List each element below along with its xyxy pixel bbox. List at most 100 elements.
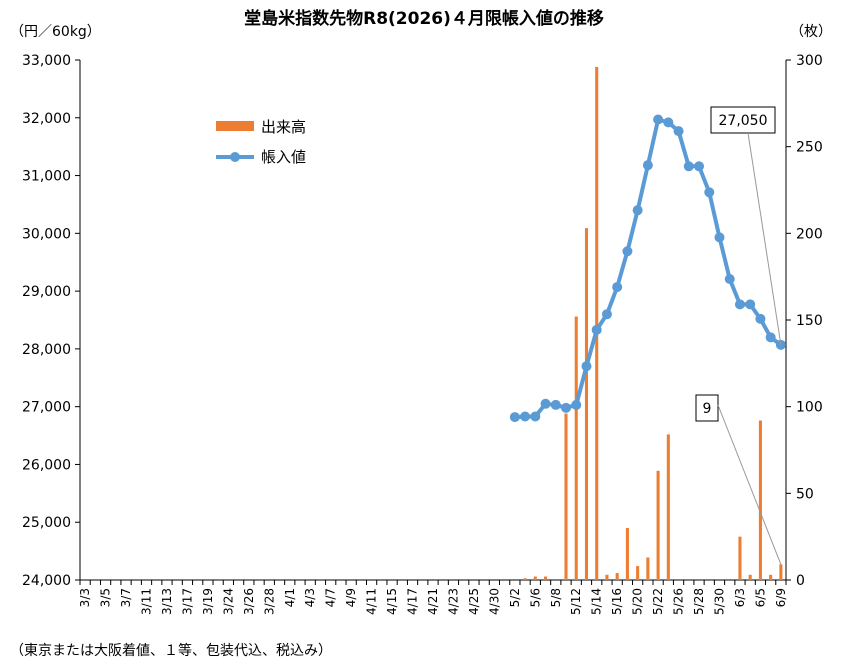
x-tick-label: 3/19 (201, 588, 215, 615)
x-tick-label: 5/30 (712, 588, 726, 615)
price-point (591, 324, 602, 335)
x-tick-label: 5/8 (549, 588, 563, 607)
x-tick-label: 5/12 (569, 588, 583, 615)
right-tick-label: 100 (796, 400, 823, 416)
x-tick-label: 3/3 (78, 588, 92, 607)
price-point (694, 161, 705, 172)
volume-bar (533, 576, 537, 580)
legend-bar-label: 出来高 (261, 118, 306, 136)
callout-price-box (710, 106, 776, 134)
left-axis-unit: （円／60kg） (10, 24, 101, 40)
price-point (673, 126, 684, 137)
left-tick-label: 29,000 (22, 284, 71, 300)
volume-bar (636, 566, 640, 580)
x-tick-label: 5/6 (528, 588, 542, 607)
legend-bar-swatch (216, 121, 254, 131)
volume-bar (656, 470, 660, 580)
left-tick-label: 33,000 (22, 53, 71, 69)
price-point (724, 273, 735, 284)
left-tick-label: 32,000 (22, 111, 71, 127)
x-tick-label: 5/20 (631, 588, 645, 615)
x-tick-label: 4/21 (426, 588, 440, 615)
x-tick-label: 5/16 (610, 588, 624, 615)
price-point (632, 205, 643, 216)
volume-bar (523, 578, 527, 580)
x-tick-label: 3/28 (262, 588, 276, 615)
callout-volume-label: 9 (703, 401, 712, 417)
price-point (653, 114, 664, 125)
x-tick-label: 3/24 (221, 588, 235, 615)
left-tick-label: 28,000 (22, 342, 71, 358)
volume-bar (544, 576, 548, 580)
x-tick-label: 6/5 (753, 588, 767, 607)
callout-volume-leader (717, 404, 782, 565)
x-tick-label: 4/30 (487, 588, 501, 615)
volume-bar (605, 574, 609, 580)
volume-bar (758, 420, 762, 580)
x-tick-label: 4/3 (303, 588, 317, 607)
left-tick-label: 31,000 (22, 169, 71, 185)
x-tick-label: 6/9 (774, 588, 788, 607)
legend-line-marker (230, 152, 240, 162)
x-tick-label: 3/17 (180, 588, 194, 615)
price-point (734, 299, 745, 310)
x-tick-label: 3/13 (160, 588, 174, 615)
x-tick-label: 4/7 (324, 588, 338, 607)
right-tick-label: 0 (796, 573, 805, 589)
price-point (520, 411, 531, 422)
left-tick-label: 25,000 (22, 515, 71, 531)
right-tick-label: 50 (796, 486, 814, 502)
volume-bar (625, 528, 629, 580)
x-tick-label: 6/3 (733, 588, 747, 607)
price-point (765, 332, 776, 343)
x-tick-label: 4/17 (406, 588, 420, 615)
price-point (663, 117, 674, 128)
price-point (642, 160, 653, 171)
volume-bar (574, 316, 578, 580)
volume-bar (779, 564, 783, 580)
price-point (550, 399, 561, 410)
price-point (509, 412, 520, 423)
callout-volume-box (695, 394, 719, 422)
x-tick-label: 5/22 (651, 588, 665, 615)
volume-bar (564, 413, 568, 580)
left-tick-label: 24,000 (22, 573, 71, 589)
chart-title: 堂島米指数先物R8(2026)４月限帳入値の推移 (244, 8, 604, 29)
price-point (571, 399, 582, 410)
price-point (622, 246, 633, 257)
volume-bar (595, 66, 599, 580)
price-point (581, 361, 592, 372)
volume-bar (666, 434, 670, 580)
x-tick-label: 3/11 (140, 588, 154, 615)
left-tick-label: 27,000 (22, 400, 71, 416)
legend-line-label: 帳入値 (261, 148, 306, 166)
price-point (755, 313, 766, 324)
right-tick-label: 300 (796, 53, 823, 69)
volume-bar (769, 574, 773, 580)
volume-bar (584, 228, 589, 580)
x-tick-label: 5/14 (590, 588, 604, 615)
price-point (530, 411, 541, 422)
left-tick-label: 26,000 (22, 457, 71, 473)
volume-bar (615, 573, 619, 580)
x-tick-label: 4/23 (446, 588, 460, 615)
x-tick-label: 4/1 (283, 588, 297, 607)
x-tick-label: 4/9 (344, 588, 358, 607)
price-point (540, 398, 551, 409)
callout-price-label: 27,050 (719, 113, 768, 129)
price-point (714, 232, 725, 243)
x-tick-label: 4/15 (385, 588, 399, 615)
x-tick-label: 4/11 (365, 588, 379, 615)
x-tick-label: 5/28 (692, 588, 706, 615)
callout-price-leader (747, 132, 782, 345)
volume-bar (748, 574, 752, 580)
price-point (561, 402, 572, 413)
x-tick-label: 3/5 (99, 588, 113, 607)
right-tick-label: 250 (796, 140, 823, 156)
chart-footnote: （東京または大阪着値、１等、包装代込、税込み） (10, 642, 332, 659)
x-tick-label: 4/25 (467, 588, 481, 615)
price-point (745, 299, 756, 310)
price-point (704, 187, 715, 198)
